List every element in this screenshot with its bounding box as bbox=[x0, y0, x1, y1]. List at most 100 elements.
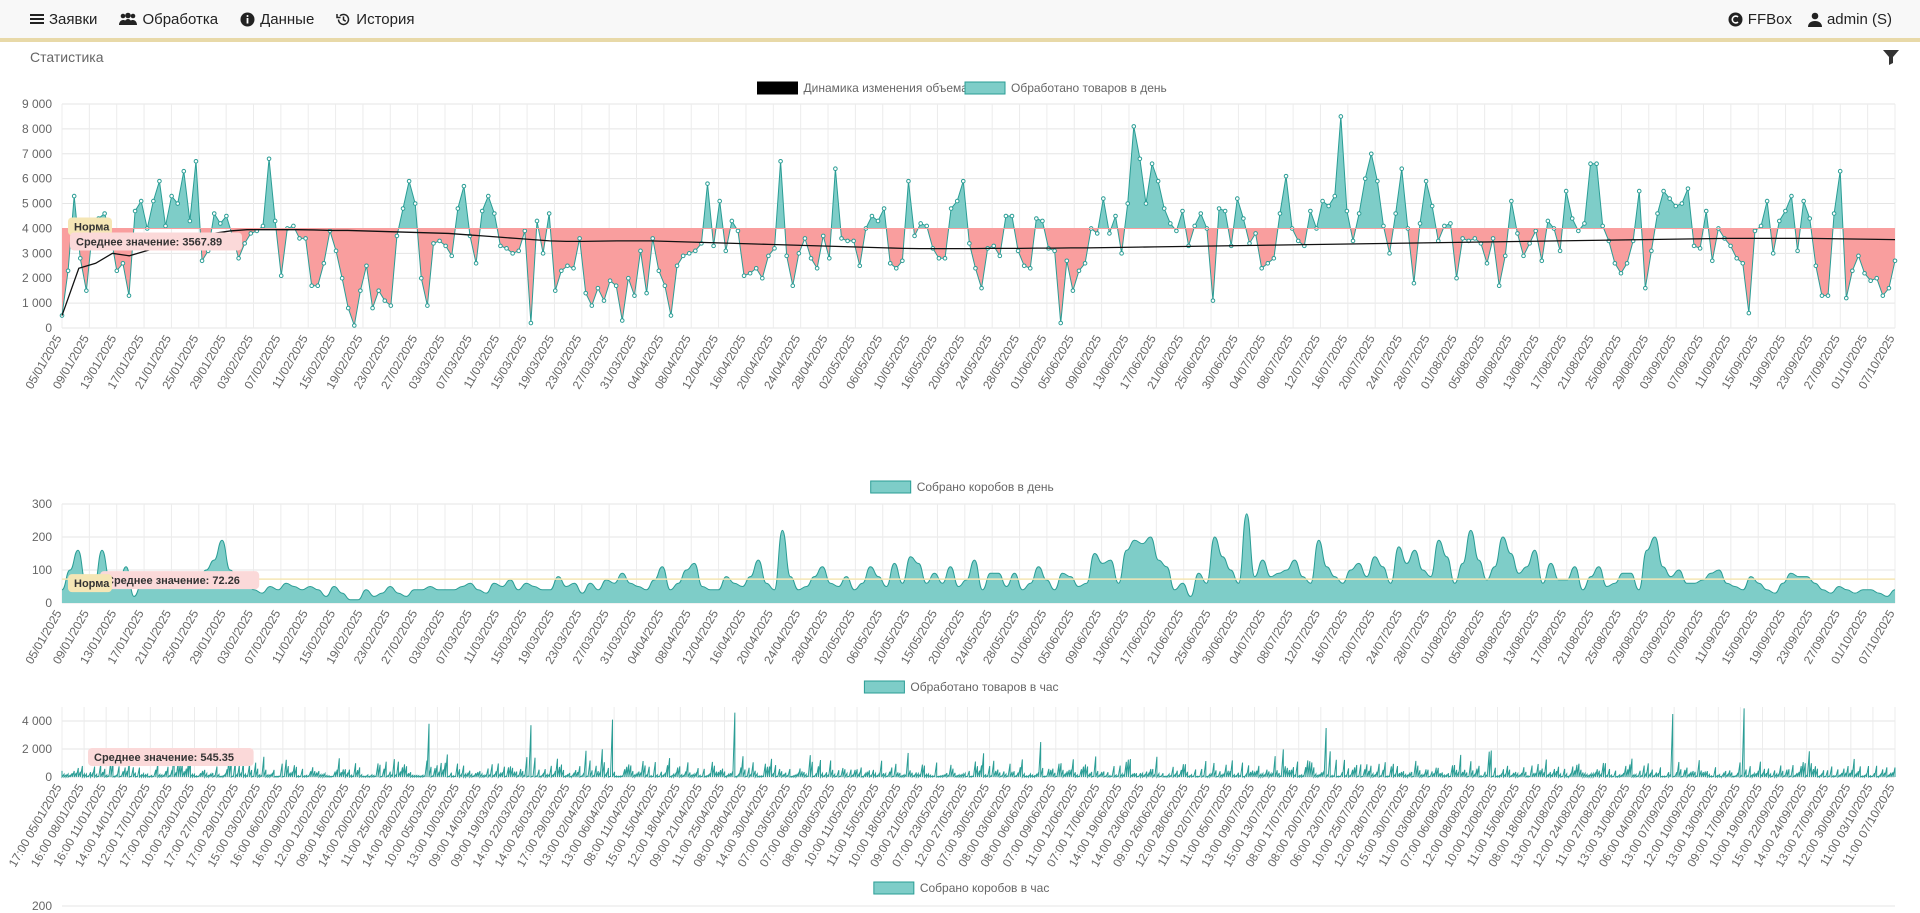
data-point bbox=[102, 211, 107, 216]
data-point bbox=[1758, 223, 1764, 229]
data-point bbox=[516, 248, 522, 254]
nav-item-0[interactable]: Заявки bbox=[30, 11, 97, 28]
data-point bbox=[1691, 243, 1697, 249]
data-point bbox=[224, 213, 229, 219]
data-point bbox=[827, 256, 832, 261]
data-point bbox=[1161, 206, 1167, 211]
data-point bbox=[1381, 223, 1386, 229]
legend-label: Динамика изменения объема bbox=[804, 81, 969, 95]
data-point bbox=[1703, 208, 1709, 214]
data-point bbox=[510, 251, 515, 256]
data-point bbox=[492, 211, 497, 216]
data-point bbox=[668, 313, 674, 318]
data-point bbox=[425, 303, 430, 308]
data-point bbox=[1643, 285, 1648, 291]
data-point bbox=[1034, 216, 1039, 221]
data-point bbox=[857, 263, 863, 269]
data-point bbox=[163, 223, 168, 229]
series-line-items-per-day bbox=[61, 116, 1896, 328]
nav-item-2[interactable]: Данные bbox=[240, 11, 314, 28]
data-point bbox=[546, 211, 552, 216]
data-point bbox=[181, 168, 187, 174]
user-icon bbox=[1807, 12, 1822, 27]
data-point bbox=[1356, 211, 1362, 216]
nav-right-item-0[interactable]: FFBox bbox=[1728, 11, 1792, 28]
y-tick-label: 4 000 bbox=[22, 714, 52, 728]
data-point bbox=[1180, 208, 1185, 214]
data-point bbox=[485, 193, 491, 199]
data-point bbox=[1679, 201, 1685, 206]
data-point bbox=[747, 270, 753, 276]
data-point bbox=[1003, 213, 1009, 219]
nav-item-1[interactable]: Обработка bbox=[119, 11, 218, 28]
nav-right-item-1[interactable]: admin (S) bbox=[1807, 11, 1892, 28]
data-point bbox=[973, 265, 978, 271]
average-label: Среднее значение: 72.26 bbox=[106, 575, 240, 587]
data-point bbox=[431, 241, 436, 246]
data-point bbox=[1338, 114, 1344, 119]
data-point bbox=[1728, 243, 1733, 249]
nav-label: История bbox=[356, 10, 415, 28]
data-point bbox=[1533, 228, 1539, 234]
average-label-box bbox=[100, 571, 260, 590]
data-point bbox=[260, 223, 266, 229]
nav-label: Заявки bbox=[49, 10, 98, 28]
data-point bbox=[291, 223, 296, 229]
data-point bbox=[1448, 221, 1453, 226]
data-point bbox=[1344, 208, 1350, 214]
data-point bbox=[1332, 193, 1338, 199]
data-point bbox=[1423, 178, 1429, 184]
data-point bbox=[1143, 201, 1149, 206]
top-navbar: Заявки Обработка Данные История FFBox admin … bbox=[0, 0, 1920, 42]
data-point bbox=[1484, 260, 1490, 266]
data-point bbox=[924, 223, 930, 229]
data-point bbox=[382, 298, 388, 303]
nav-item-3[interactable]: История bbox=[336, 11, 414, 28]
info-icon bbox=[240, 12, 255, 27]
data-point bbox=[1661, 188, 1666, 194]
norm-label: Норма bbox=[74, 221, 110, 233]
data-point bbox=[565, 263, 570, 269]
filter-button[interactable] bbox=[1882, 48, 1900, 66]
data-point bbox=[1387, 251, 1392, 256]
data-point bbox=[1027, 265, 1033, 271]
nav-label: Данные bbox=[260, 10, 315, 28]
data-point bbox=[1021, 263, 1027, 269]
data-point bbox=[1843, 295, 1849, 301]
average-label-box bbox=[70, 232, 242, 251]
legend-swatch bbox=[964, 81, 1006, 95]
data-point bbox=[741, 273, 747, 279]
data-point bbox=[1253, 231, 1258, 236]
data-point bbox=[1417, 221, 1423, 226]
data-point bbox=[394, 233, 400, 239]
data-point bbox=[991, 243, 997, 249]
data-point bbox=[1454, 275, 1459, 281]
data-point bbox=[1308, 208, 1313, 214]
data-point bbox=[1101, 196, 1106, 201]
data-point bbox=[65, 268, 71, 274]
data-point bbox=[839, 236, 844, 241]
data-point bbox=[577, 236, 582, 241]
data-point bbox=[364, 263, 369, 269]
data-point bbox=[1070, 288, 1076, 293]
data-point bbox=[1673, 203, 1679, 209]
data-point bbox=[772, 246, 777, 251]
data-point bbox=[1429, 203, 1435, 209]
data-point bbox=[528, 320, 534, 326]
data-point bbox=[1807, 216, 1813, 221]
y-tick-label: 1 000 bbox=[22, 296, 52, 310]
norm-label-box bbox=[68, 217, 112, 236]
data-point bbox=[157, 178, 162, 184]
data-point bbox=[1216, 206, 1222, 211]
data-point bbox=[1235, 196, 1240, 201]
y-tick-label: 0 bbox=[45, 321, 52, 335]
data-point bbox=[674, 263, 680, 269]
data-point bbox=[589, 303, 595, 308]
data-point bbox=[388, 303, 394, 308]
data-point bbox=[1874, 275, 1880, 281]
data-point bbox=[248, 231, 254, 236]
data-point bbox=[613, 283, 619, 288]
data-point bbox=[1770, 251, 1776, 256]
data-point bbox=[1241, 216, 1246, 221]
data-point bbox=[126, 293, 132, 298]
